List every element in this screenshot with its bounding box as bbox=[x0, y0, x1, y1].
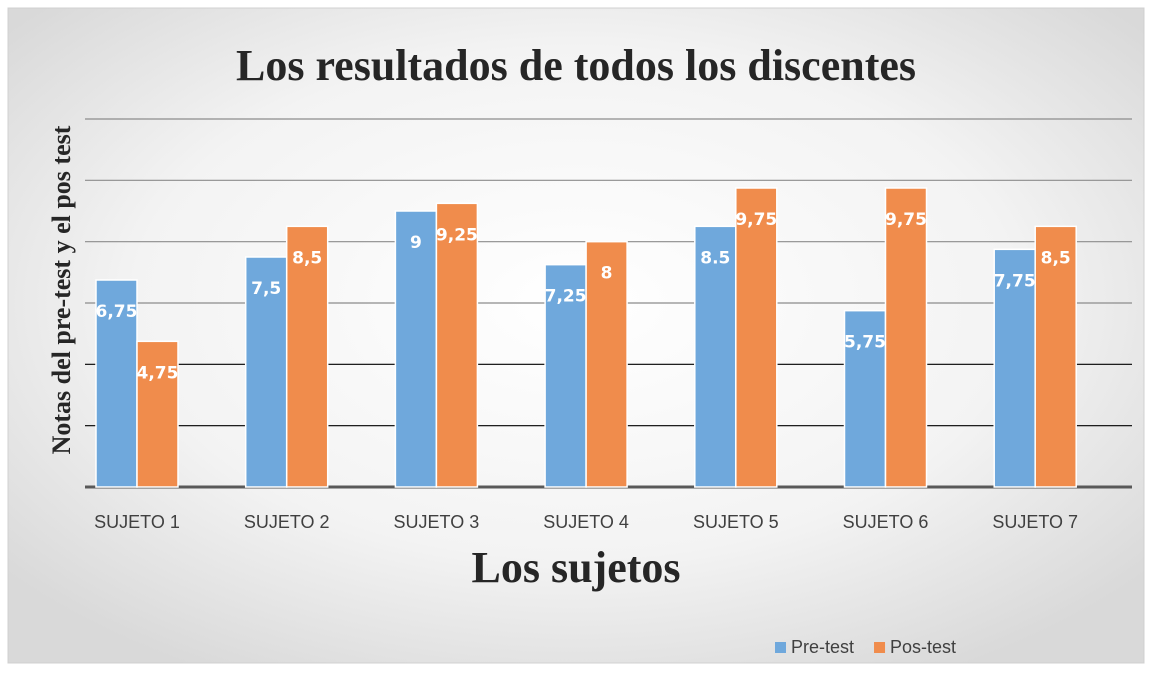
data-label: 9 bbox=[410, 233, 422, 253]
bar bbox=[95, 279, 138, 488]
data-label: 8.5 bbox=[700, 248, 730, 268]
x-tick-label: SUJETO 2 bbox=[244, 512, 330, 532]
bar bbox=[993, 248, 1036, 488]
legend-swatch bbox=[874, 642, 886, 653]
data-label: 8,5 bbox=[292, 248, 322, 268]
legend-label: Pre-test bbox=[791, 637, 854, 657]
y-axis-label: Notas del pre-test y el pos test bbox=[47, 125, 76, 454]
data-label: 8 bbox=[601, 264, 613, 284]
x-tick-label: SUJETO 1 bbox=[94, 512, 180, 532]
bar bbox=[244, 256, 288, 488]
x-tick-label: SUJETO 7 bbox=[992, 512, 1078, 532]
x-tick-label: SUJETO 3 bbox=[394, 512, 480, 532]
x-tick-label: SUJETO 5 bbox=[693, 512, 779, 532]
data-label: 7,25 bbox=[545, 287, 587, 307]
chart-title: Los resultados de todos los discentes bbox=[236, 41, 916, 90]
bar bbox=[735, 187, 778, 488]
x-tick-label: SUJETO 6 bbox=[843, 512, 929, 532]
bar bbox=[1034, 225, 1077, 488]
data-label: 9,75 bbox=[735, 210, 777, 230]
data-label: 7,75 bbox=[994, 271, 1036, 291]
bar bbox=[136, 340, 179, 488]
bar bbox=[285, 225, 329, 488]
bar bbox=[585, 240, 628, 488]
data-label: 8,5 bbox=[1041, 248, 1071, 268]
x-tick-label: SUJETO 4 bbox=[543, 512, 629, 532]
x-axis-label: Los sujetos bbox=[471, 543, 680, 592]
data-label: 5,75 bbox=[844, 333, 886, 353]
bar bbox=[435, 202, 479, 488]
data-label: 7,5 bbox=[251, 279, 281, 299]
bar bbox=[694, 225, 737, 488]
bar bbox=[884, 187, 928, 488]
data-label: 9,25 bbox=[436, 225, 478, 245]
legend-label: Pos-test bbox=[890, 637, 956, 657]
data-label: 4,75 bbox=[137, 363, 179, 383]
legend-swatch bbox=[775, 642, 786, 653]
data-label: 9,75 bbox=[885, 210, 927, 230]
data-label: 6,75 bbox=[96, 302, 138, 322]
bar bbox=[394, 210, 438, 488]
